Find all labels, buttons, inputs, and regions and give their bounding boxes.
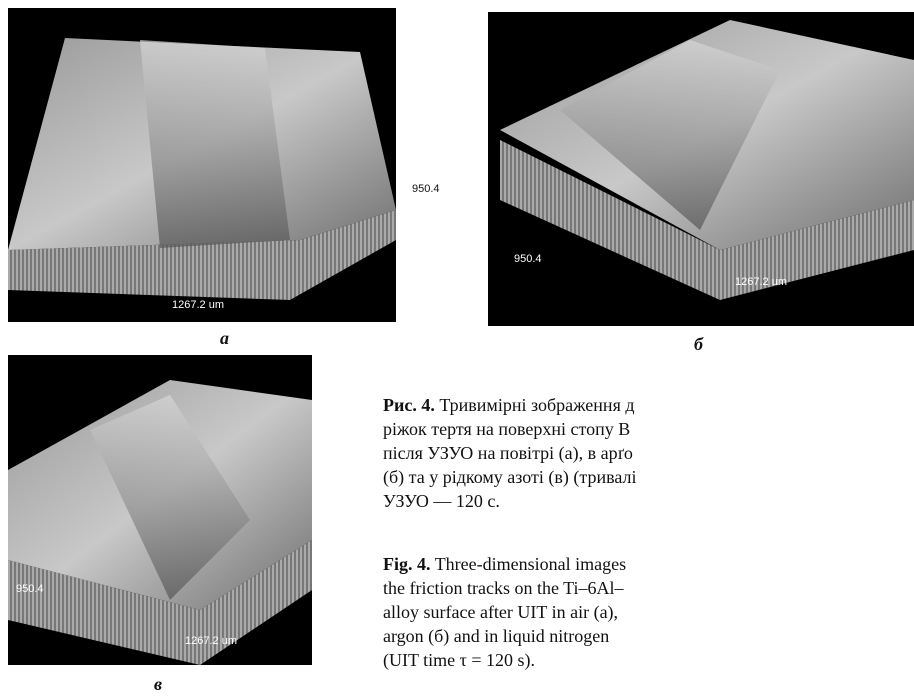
width-label: 1267.2 um xyxy=(185,635,237,647)
height-label: 950.4 xyxy=(412,183,440,195)
width-label: 1267.2 um xyxy=(172,299,224,311)
panel-label: а xyxy=(220,328,229,349)
caption-en: Fig. 4. Three-dimensional images the fri… xyxy=(383,552,626,672)
caption-label: Рис. 4. xyxy=(383,395,435,415)
panel-a-image: 1267.2 um xyxy=(8,8,396,322)
caption-label: Fig. 4. xyxy=(383,554,431,574)
caption-line: УЗУО — 120 с. xyxy=(383,489,636,513)
caption-line: Тривимірні зображення д xyxy=(439,395,634,415)
panel-label: в xyxy=(154,674,162,695)
caption-line: (UIT time τ = 120 s). xyxy=(383,648,626,672)
caption-line: ріжок тертя на поверхні стопу В xyxy=(383,417,636,441)
caption-line: argon (б) and in liquid nitrogen xyxy=(383,624,626,648)
caption-line: після УЗУО на повітрі (а), в арґо xyxy=(383,441,636,465)
caption-line: the friction tracks on the Ti–6Al– xyxy=(383,576,626,600)
page: 1267.2 um 950.4 950.4 1267.2 um 950.4 12… xyxy=(0,0,914,698)
panel-b-image: 950.4 1267.2 um xyxy=(488,12,914,326)
caption-line: alloy surface after UIT in air (a), xyxy=(383,600,626,624)
caption-uk: Рис. 4. Тривимірні зображення д ріжок те… xyxy=(383,393,636,513)
panel-label: б xyxy=(694,334,703,355)
height-label: 950.4 xyxy=(16,583,44,595)
height-label: 950.4 xyxy=(514,253,542,265)
width-label: 1267.2 um xyxy=(735,276,787,288)
panel-c-image: 950.4 1267.2 um xyxy=(8,355,312,665)
caption-line: (б) та у рідкому азоті (в) (тривалі xyxy=(383,465,636,489)
caption-line: Three-dimensional images xyxy=(435,554,626,574)
